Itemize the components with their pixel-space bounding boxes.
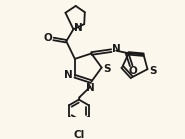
Text: N: N [86,83,94,93]
Text: S: S [149,66,157,76]
Text: O: O [44,33,53,43]
Text: S: S [103,64,110,74]
Text: Cl: Cl [74,130,85,139]
Text: N: N [74,23,83,33]
Text: N: N [64,70,73,80]
Text: O: O [128,66,137,76]
Text: N: N [112,44,120,54]
